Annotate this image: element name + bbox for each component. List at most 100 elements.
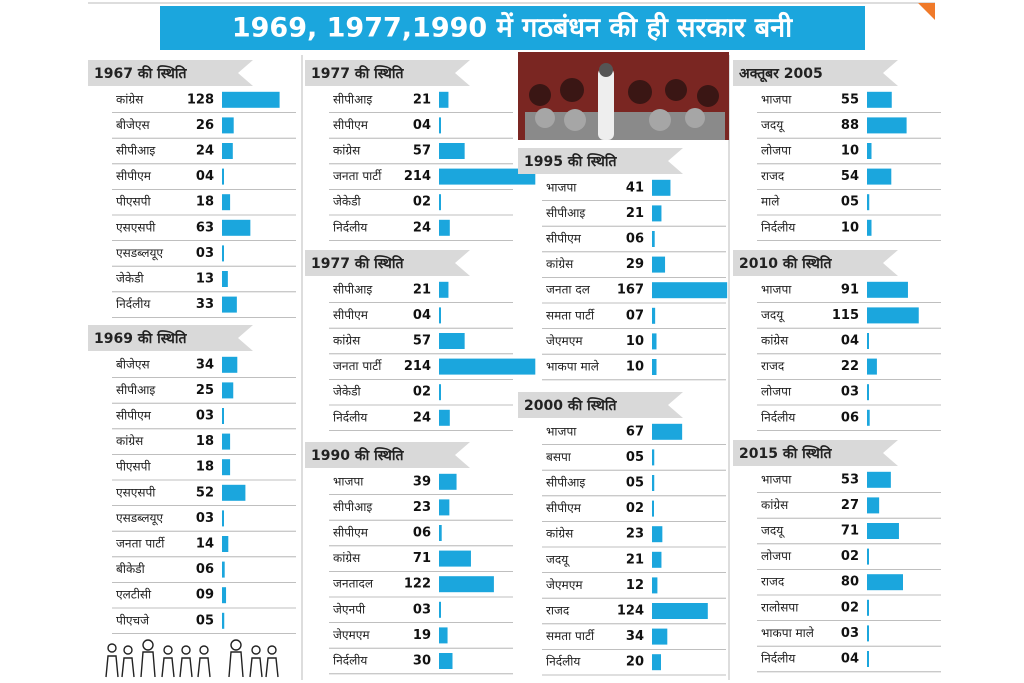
seat-count: 27 xyxy=(841,498,859,513)
party-name: सीपीआइ xyxy=(546,476,586,490)
seat-count: 03 xyxy=(413,602,431,617)
seat-bar xyxy=(652,628,668,645)
seat-count: 05 xyxy=(196,613,214,628)
party-name: कांग्रेस xyxy=(761,334,789,348)
seat-bar xyxy=(439,473,457,490)
seat-bar xyxy=(222,271,228,287)
party-name: जनता पार्टी xyxy=(333,359,382,373)
party-name: जेकेडी xyxy=(333,195,362,209)
seat-bar xyxy=(222,612,225,629)
seat-bar xyxy=(222,510,224,527)
seat-bar xyxy=(439,219,450,236)
seat-bar xyxy=(867,143,872,159)
party-name: कांग्रेस xyxy=(333,144,361,158)
party-name: निर्दलीय xyxy=(761,652,796,666)
party-name: एसएसपी xyxy=(116,220,156,234)
seat-bar xyxy=(439,307,441,324)
seat-bar xyxy=(652,307,656,324)
party-name: कांग्रेस xyxy=(116,92,144,106)
seat-bar xyxy=(439,550,471,567)
seat-bar xyxy=(222,296,237,313)
party-name: निर्दलीय xyxy=(546,655,581,669)
seat-count: 34 xyxy=(626,629,644,644)
section-heading: 2015 की स्थिति xyxy=(739,445,832,462)
seat-bar xyxy=(867,384,869,401)
party-name: सीपीएम xyxy=(116,169,152,183)
party-name: जदयू xyxy=(761,524,785,539)
seat-bar xyxy=(222,356,238,373)
party-name: जदयू xyxy=(546,552,570,567)
party-name: जेकेडी xyxy=(333,385,362,399)
party-name: जेकेडी xyxy=(116,272,145,286)
seat-bar xyxy=(222,561,225,578)
seat-count: 57 xyxy=(413,334,431,349)
party-name: कांग्रेस xyxy=(761,498,789,512)
seat-count: 04 xyxy=(196,169,214,184)
seat-count: 04 xyxy=(413,118,431,133)
seat-count: 29 xyxy=(626,257,644,272)
seat-bar xyxy=(222,382,234,399)
party-name: पीएसपी xyxy=(116,195,151,209)
party-name: सीपीआइ xyxy=(333,282,373,296)
party-name: जेएमएम xyxy=(546,578,583,592)
seat-count: 128 xyxy=(187,92,214,107)
party-name: जदयू xyxy=(761,308,785,323)
seat-count: 21 xyxy=(413,282,431,297)
seat-bar xyxy=(439,627,448,644)
party-name: सीपीआइ xyxy=(333,92,373,106)
section-heading: अक्तूबर 2005 xyxy=(739,66,823,83)
party-name: लोजपा xyxy=(761,549,792,563)
seat-count: 12 xyxy=(626,578,644,593)
seat-count: 124 xyxy=(617,604,644,619)
seat-count: 91 xyxy=(841,282,859,297)
section-header-bg xyxy=(88,60,253,86)
seat-count: 23 xyxy=(626,527,644,542)
party-name: निर्दलीय xyxy=(333,654,368,668)
party-name: एलटीसी xyxy=(116,588,152,602)
party-name: जनतादल xyxy=(333,577,374,591)
section-header-bg xyxy=(518,148,683,174)
seat-count: 06 xyxy=(196,562,214,577)
party-name: राजद xyxy=(761,575,785,589)
section-heading: 1977 की स्थिति xyxy=(311,65,404,82)
seat-bar xyxy=(867,219,872,236)
seat-bar xyxy=(439,194,441,211)
seat-count: 02 xyxy=(841,549,859,564)
seat-count: 03 xyxy=(841,626,859,641)
seat-count: 21 xyxy=(626,206,644,221)
party-name: लोजपा xyxy=(761,385,792,399)
seat-count: 10 xyxy=(841,220,859,235)
seat-bar xyxy=(222,245,224,262)
seat-count: 06 xyxy=(626,232,644,247)
party-name: सीपीएम xyxy=(333,308,369,322)
seat-bar xyxy=(867,574,903,591)
section-header-bg xyxy=(305,250,470,276)
seat-count: 05 xyxy=(626,450,644,465)
party-name: जनता पार्टी xyxy=(116,537,165,551)
seat-count: 02 xyxy=(841,600,859,615)
party-name: भाजपा xyxy=(761,282,792,296)
seat-count: 63 xyxy=(196,220,214,235)
party-name: जेएनपी xyxy=(333,602,366,616)
seat-bar xyxy=(652,333,657,350)
seat-bar xyxy=(652,423,683,440)
seat-bar xyxy=(867,497,880,514)
party-name: निर्दलीय xyxy=(333,220,368,234)
party-name: कांग्रेस xyxy=(116,434,144,448)
party-name: कांग्रेस xyxy=(333,551,361,565)
seat-bar xyxy=(867,599,869,616)
seat-count: 53 xyxy=(841,472,859,487)
seat-count: 71 xyxy=(841,524,859,539)
seat-bar xyxy=(439,91,449,108)
seat-count: 55 xyxy=(841,92,859,107)
seat-count: 22 xyxy=(841,359,859,374)
seat-count: 34 xyxy=(196,357,214,372)
seat-bar xyxy=(439,576,494,593)
seat-count: 71 xyxy=(413,551,431,566)
party-name: सीपीआइ xyxy=(116,144,156,158)
party-name: कांग्रेस xyxy=(546,527,574,541)
seat-bar xyxy=(867,168,892,185)
party-name: कांग्रेस xyxy=(333,334,361,348)
party-name: राजद xyxy=(761,169,785,183)
party-name: भाकपा माले xyxy=(546,360,600,374)
